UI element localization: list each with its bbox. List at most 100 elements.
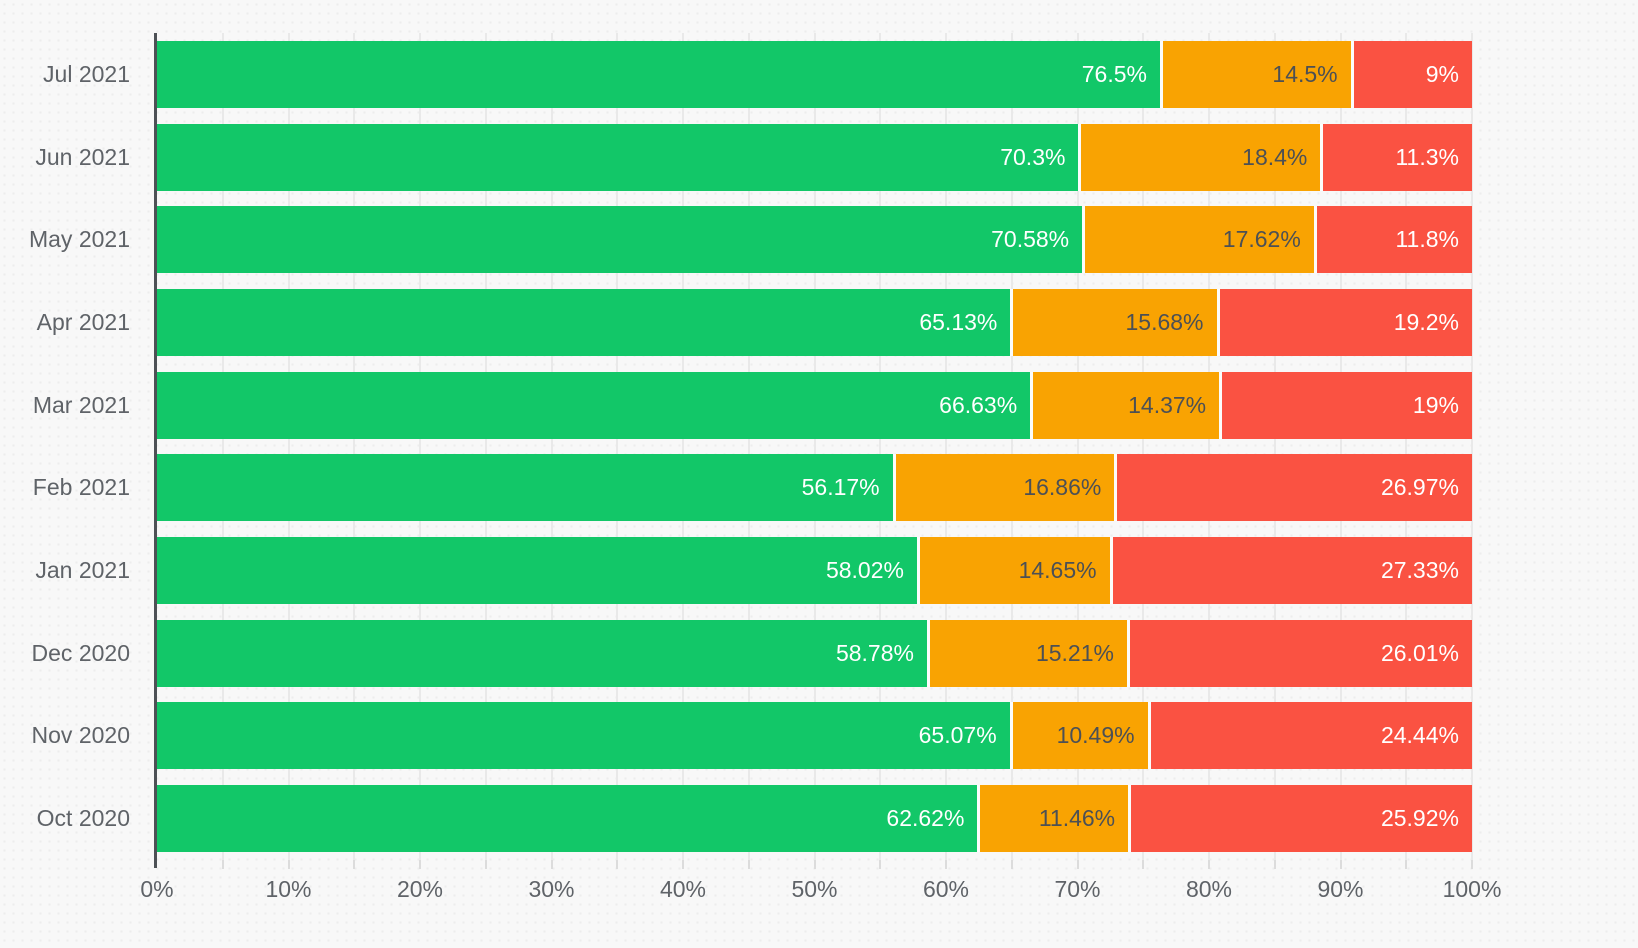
segment-value-label: 18.4% (1242, 143, 1308, 170)
stacked-bar: 58.02% 14.65% 27.33% (157, 537, 1472, 605)
red-segment[interactable]: 19% (1222, 371, 1472, 439)
bar-row-feb-2021: 56.17% 16.86% 26.97% (157, 447, 1472, 530)
stacked-bar: 66.63% 14.37% 19% (157, 371, 1472, 439)
red-segment[interactable]: 19.2% (1219, 288, 1472, 356)
bar-row-may-2021: 70.58% 17.62% 11.8% (157, 198, 1472, 281)
x-axis-label-70pct: 70% (1054, 876, 1101, 902)
x-axis-label-0pct: 0% (140, 876, 174, 902)
bar-row-dec-2020: 58.78% 15.21% 26.01% (157, 612, 1472, 695)
segment-value-label: 58.02% (825, 557, 904, 584)
y-axis-label-dec-2020: Dec 2020 (31, 639, 130, 666)
x-axis-label-60pct: 60% (922, 876, 970, 902)
orange-segment[interactable]: 11.46% (980, 785, 1132, 853)
bar-row-jun-2021: 70.3% 18.4% 11.3% (157, 116, 1472, 199)
x-axis-tick-65pct (1010, 860, 1013, 869)
segment-value-label: 11.8% (1395, 226, 1459, 253)
x-axis-tick-20pct (419, 860, 421, 869)
x-axis-tick-100pct (1471, 860, 1473, 869)
x-axis-tick-55pct (879, 860, 882, 869)
segment-value-label: 26.97% (1380, 474, 1459, 501)
gridline-95pct (1405, 33, 1408, 860)
orange-segment[interactable]: 14.37% (1033, 371, 1223, 439)
segment-value-label: 70.58% (991, 226, 1070, 253)
segment-value-label: 14.65% (1018, 557, 1097, 584)
stacked-bar: 65.07% 10.49% 24.44% (157, 702, 1472, 770)
red-segment[interactable]: 11.8% (1316, 206, 1472, 274)
red-segment[interactable]: 27.33% (1112, 537, 1472, 605)
gridline-15pct (353, 33, 356, 860)
green-segment[interactable]: 65.13% (157, 288, 1014, 356)
orange-segment[interactable]: 15.21% (929, 619, 1130, 687)
y-axis-label-feb-2021: Feb 2021 (32, 474, 130, 501)
segment-value-label: 11.46% (1038, 805, 1116, 832)
y-axis-label-oct-2020: Oct 2020 (36, 805, 130, 832)
y-axis-line (154, 33, 157, 868)
green-segment[interactable]: 58.02% (157, 537, 920, 605)
orange-segment[interactable]: 17.62% (1085, 206, 1317, 274)
orange-segment[interactable]: 16.86% (895, 454, 1118, 522)
green-segment[interactable]: 76.5% (157, 40, 1163, 108)
x-axis-label-30pct: 30% (528, 876, 575, 902)
gridline-20pct (419, 33, 421, 860)
stacked-bar: 58.78% 15.21% 26.01% (157, 619, 1472, 687)
y-axis-label-jun-2021: Jun 2021 (35, 143, 130, 170)
green-segment[interactable]: 58.78% (157, 619, 930, 687)
orange-segment[interactable]: 18.4% (1081, 123, 1324, 191)
orange-segment[interactable]: 14.5% (1162, 40, 1354, 108)
gridline-55pct (879, 33, 882, 860)
red-segment[interactable]: 11.3% (1323, 123, 1472, 191)
segment-value-label: 19.2% (1393, 308, 1459, 335)
red-segment[interactable]: 24.44% (1150, 702, 1472, 770)
stacked-bar: 70.58% 17.62% 11.8% (157, 206, 1472, 274)
x-axis-tick-95pct (1405, 860, 1408, 869)
x-axis-tick-25pct (484, 860, 487, 869)
segment-value-label: 19% (1412, 391, 1459, 418)
x-axis-label-100pct: 100% (1442, 876, 1502, 902)
green-segment[interactable]: 66.63% (157, 371, 1034, 439)
green-segment[interactable]: 56.17% (157, 454, 896, 522)
x-axis-tick-80pct (1208, 860, 1210, 869)
segment-value-label: 14.37% (1128, 391, 1207, 418)
x-axis-label-10pct: 10% (265, 876, 312, 902)
green-segment[interactable]: 62.62% (157, 785, 981, 853)
orange-segment[interactable]: 14.65% (919, 537, 1113, 605)
segment-value-label: 17.62% (1222, 226, 1301, 253)
red-segment[interactable]: 9% (1353, 40, 1472, 108)
red-segment[interactable]: 26.97% (1117, 454, 1472, 522)
y-axis-label-jul-2021: Jul 2021 (43, 60, 130, 87)
x-axis-tick-75pct (1142, 860, 1145, 869)
red-segment[interactable]: 25.92% (1131, 785, 1472, 853)
green-segment[interactable]: 70.58% (157, 206, 1086, 274)
segment-value-label: 11.3% (1395, 143, 1459, 170)
bar-row-apr-2021: 65.13% 15.68% 19.2% (157, 281, 1472, 364)
x-axis-label-50pct: 50% (791, 876, 838, 902)
plot-area: 76.5% 14.5% 9% 70.3% 18.4% 11.3% 70.58% 17.62% 1… (157, 33, 1473, 860)
orange-segment[interactable]: 15.68% (1013, 288, 1220, 356)
gridline-25pct (484, 33, 487, 860)
y-axis-label-nov-2020: Nov 2020 (31, 722, 130, 749)
x-axis-tick-50pct (813, 860, 816, 869)
segment-value-label: 56.17% (801, 474, 880, 501)
x-axis-label-40pct: 40% (659, 876, 707, 902)
y-axis-label-mar-2021: Mar 2021 (32, 391, 130, 418)
gridline-85pct (1273, 33, 1276, 860)
green-segment[interactable]: 65.07% (157, 702, 1013, 770)
gridline-40pct (682, 33, 684, 860)
bar-row-oct-2020: 62.62% 11.46% 25.92% (157, 777, 1472, 860)
green-segment[interactable]: 70.3% (157, 123, 1082, 191)
gridline-60pct (945, 33, 947, 860)
gridline-80pct (1208, 33, 1210, 860)
x-axis-tick-90pct (1339, 860, 1342, 869)
y-axis-label-apr-2021: Apr 2021 (36, 308, 130, 335)
x-axis-tick-35pct (616, 860, 619, 869)
x-axis-tick-45pct (747, 860, 750, 869)
stacked-bar: 76.5% 14.5% 9% (157, 40, 1472, 108)
orange-segment[interactable]: 10.49% (1012, 702, 1151, 770)
segment-value-label: 66.63% (939, 391, 1018, 418)
gridline-5pct (221, 33, 224, 860)
gridline-50pct (813, 33, 816, 860)
segment-value-label: 76.5% (1081, 60, 1147, 87)
bar-row-nov-2020: 65.07% 10.49% 24.44% (157, 695, 1472, 778)
red-segment[interactable]: 26.01% (1129, 619, 1472, 687)
